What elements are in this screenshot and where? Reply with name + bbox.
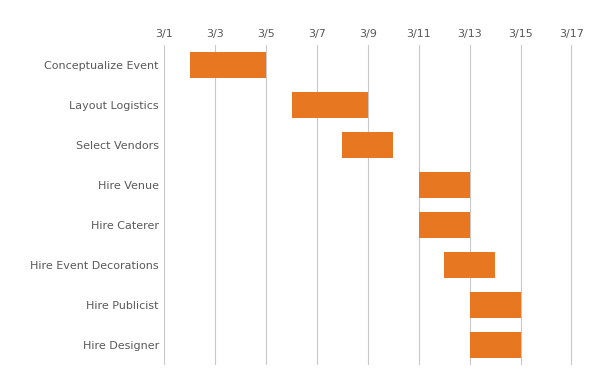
Bar [190,52,266,78]
Bar [470,331,521,357]
Bar [292,92,368,118]
Bar [444,251,495,278]
Bar [470,292,521,318]
Bar [419,212,470,238]
Bar [342,132,393,158]
Bar [419,171,470,198]
